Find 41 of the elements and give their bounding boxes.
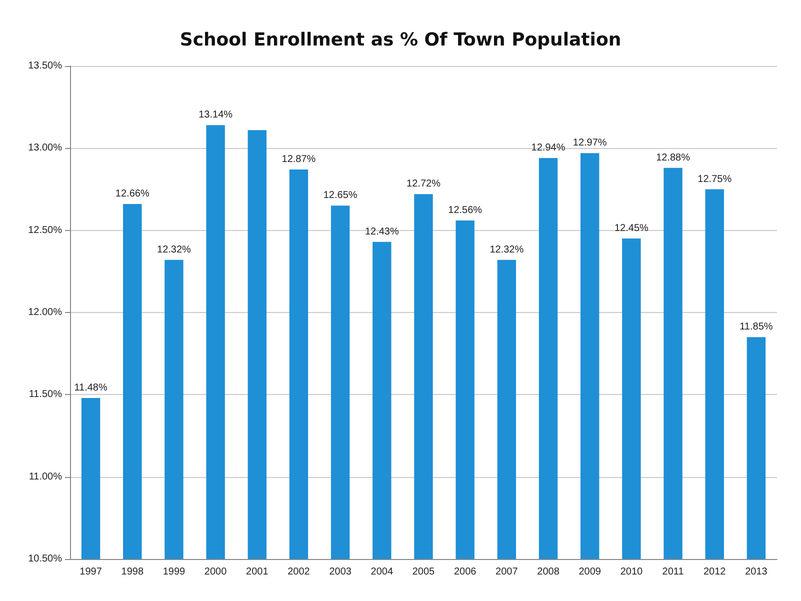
x-tick-label: 2001 — [246, 566, 269, 578]
data-label: 12.75% — [698, 174, 732, 185]
data-label: 11.48% — [74, 382, 108, 394]
data-label: 12.56% — [448, 204, 482, 216]
x-tick-label: 2000 — [204, 566, 228, 578]
data-label: 12.87% — [282, 154, 316, 166]
x-tick-label: 2004 — [370, 566, 394, 578]
y-tick-label: 13.50% — [28, 60, 62, 72]
x-tick-label: 2013 — [745, 566, 768, 578]
y-tick-label: 13.00% — [28, 142, 62, 154]
x-tick-label: 2012 — [703, 566, 726, 578]
x-tick-label: 1998 — [121, 566, 144, 578]
data-label: 12.97% — [572, 138, 607, 149]
x-tick-label: 2007 — [496, 566, 518, 578]
data-label: 12.66% — [115, 188, 150, 200]
x-tick-label: 2005 — [412, 566, 436, 578]
data-label: 12.65% — [323, 190, 358, 202]
x-tick-label: 2003 — [329, 566, 352, 578]
data-label: 12.94% — [531, 142, 566, 154]
y-tick-label: 11.00% — [28, 471, 62, 482]
data-label: 12.72% — [406, 178, 441, 190]
x-tick-label: 2002 — [288, 566, 310, 578]
y-tick-label: 12.50% — [28, 224, 62, 236]
data-label: 12.43% — [364, 226, 399, 238]
data-label: 12.45% — [614, 223, 649, 234]
x-tick-label: 2006 — [454, 566, 477, 578]
y-tick-label: 10.50% — [28, 554, 62, 564]
x-tick-label: 1999 — [162, 566, 186, 578]
data-label: 11.85% — [740, 322, 773, 333]
x-tick-label: 2010 — [620, 566, 643, 578]
x-tick-label: 2008 — [537, 566, 560, 578]
data-label: 13.14% — [198, 110, 233, 121]
x-tick-label: 1997 — [80, 566, 102, 578]
data-label: 12.32% — [490, 244, 524, 256]
y-tick-label: 12.00% — [28, 307, 62, 318]
data-label: 12.32% — [157, 244, 192, 256]
x-tick-label: 2009 — [578, 566, 602, 578]
y-tick-label: 11.50% — [28, 389, 62, 400]
data-label: 12.88% — [656, 152, 690, 164]
chart-title: School Enrollment as % Of Town Population — [180, 30, 622, 50]
x-tick-label: 2011 — [662, 566, 684, 578]
